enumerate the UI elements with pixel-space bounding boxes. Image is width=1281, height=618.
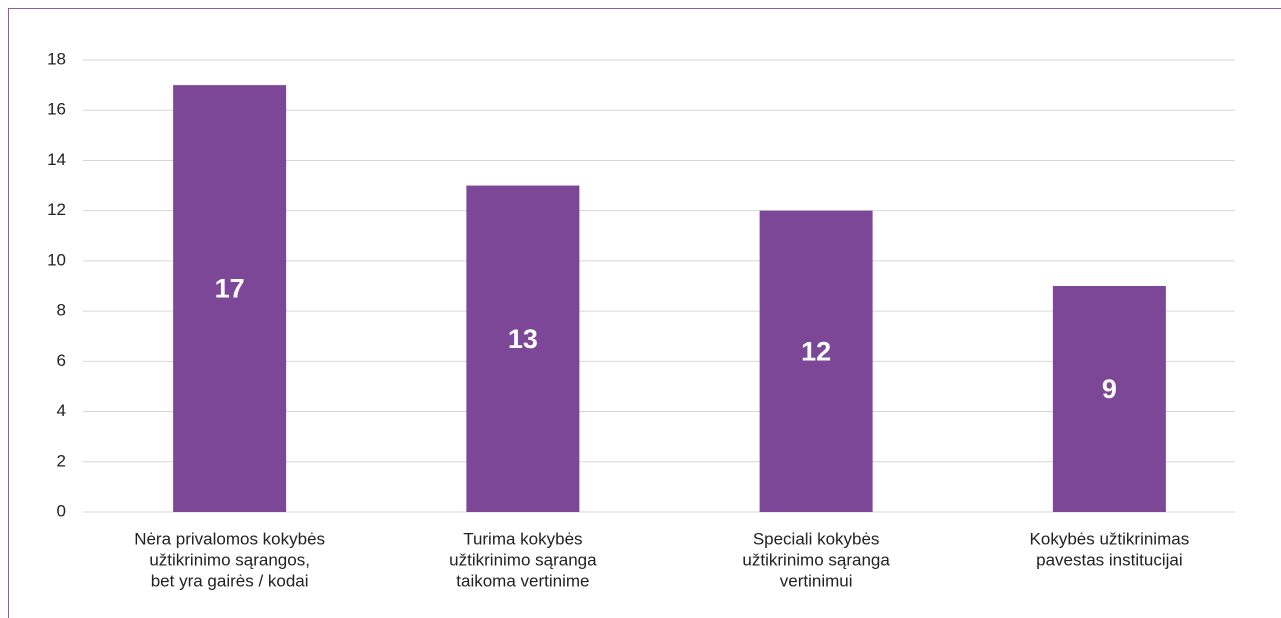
y-tick-label: 10 — [47, 250, 66, 269]
x-tick-label: Kokybės užtikrinimas — [1030, 529, 1190, 548]
x-tick-label: pavestas institucijai — [1036, 550, 1182, 569]
y-tick-label: 8 — [57, 301, 66, 320]
data-label: 12 — [801, 336, 831, 366]
y-tick-label: 4 — [57, 401, 66, 420]
y-tick-label: 16 — [47, 100, 66, 119]
y-tick-label: 18 — [47, 49, 66, 68]
bar — [759, 210, 873, 512]
x-tick-label: užtikrinimo sąranga — [742, 550, 890, 569]
data-label: 13 — [508, 324, 538, 354]
x-tick-label: Speciali kokybės — [753, 529, 880, 548]
x-tick-label: užtikrinimo sąranga — [449, 550, 597, 569]
x-tick-label: užtikrinimo sąrangos, — [149, 550, 310, 569]
x-tick-label: taikoma vertinime — [456, 571, 589, 590]
bar — [173, 85, 287, 512]
x-tick-label: bet yra gairės / kodai — [151, 571, 309, 590]
x-tick-label: Turima kokybės — [463, 529, 582, 548]
data-label: 17 — [215, 274, 245, 304]
bar — [1052, 286, 1166, 512]
y-tick-label: 14 — [47, 150, 66, 169]
y-tick-label: 6 — [57, 351, 66, 370]
frame — [8, 8, 1281, 618]
data-label: 9 — [1102, 374, 1117, 404]
x-tick-label: vertinimui — [780, 571, 853, 590]
y-tick-label: 0 — [57, 501, 66, 520]
y-tick-label: 2 — [57, 451, 66, 470]
bar — [466, 185, 580, 513]
y-tick-label: 12 — [47, 200, 66, 219]
x-tick-label: Nėra privalomos kokybės — [134, 529, 325, 548]
